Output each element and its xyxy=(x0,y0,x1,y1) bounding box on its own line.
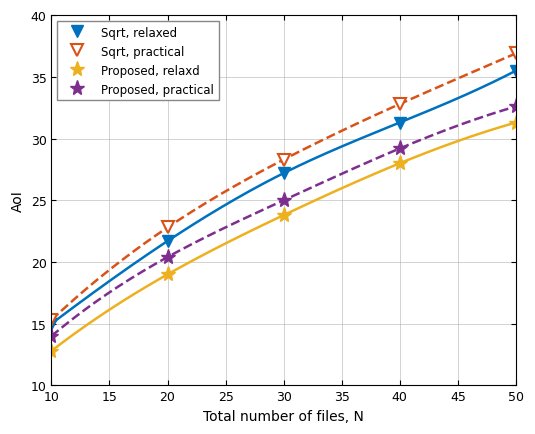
Sqrt, relaxed xyxy=(396,121,403,126)
Line: Sqrt, practical: Sqrt, practical xyxy=(46,49,522,326)
Proposed, practical xyxy=(164,255,171,260)
Sqrt, relaxed xyxy=(48,322,55,327)
Proposed, relaxd xyxy=(513,121,519,126)
Proposed, practical xyxy=(513,105,519,110)
Sqrt, practical xyxy=(513,52,519,57)
Sqrt, practical xyxy=(164,225,171,230)
X-axis label: Total number of files, N: Total number of files, N xyxy=(203,409,364,423)
Sqrt, practical xyxy=(396,102,403,107)
Sqrt, relaxed xyxy=(280,171,287,176)
Proposed, relaxd xyxy=(48,349,55,354)
Proposed, relaxd xyxy=(280,213,287,218)
Proposed, practical xyxy=(48,334,55,339)
Line: Proposed, practical: Proposed, practical xyxy=(44,99,524,344)
Proposed, relaxd xyxy=(396,161,403,167)
Sqrt, relaxed xyxy=(513,69,519,74)
Proposed, practical xyxy=(280,198,287,204)
Y-axis label: AoI: AoI xyxy=(11,190,25,212)
Line: Sqrt, relaxed: Sqrt, relaxed xyxy=(46,66,522,329)
Sqrt, practical xyxy=(48,318,55,323)
Line: Proposed, relaxd: Proposed, relaxd xyxy=(44,115,524,359)
Sqrt, practical xyxy=(280,158,287,163)
Legend: Sqrt, relaxed, Sqrt, practical, Proposed, relaxd, Proposed, practical: Sqrt, relaxed, Sqrt, practical, Proposed… xyxy=(57,22,219,101)
Proposed, relaxd xyxy=(164,272,171,277)
Proposed, practical xyxy=(396,147,403,152)
Sqrt, relaxed xyxy=(164,239,171,244)
